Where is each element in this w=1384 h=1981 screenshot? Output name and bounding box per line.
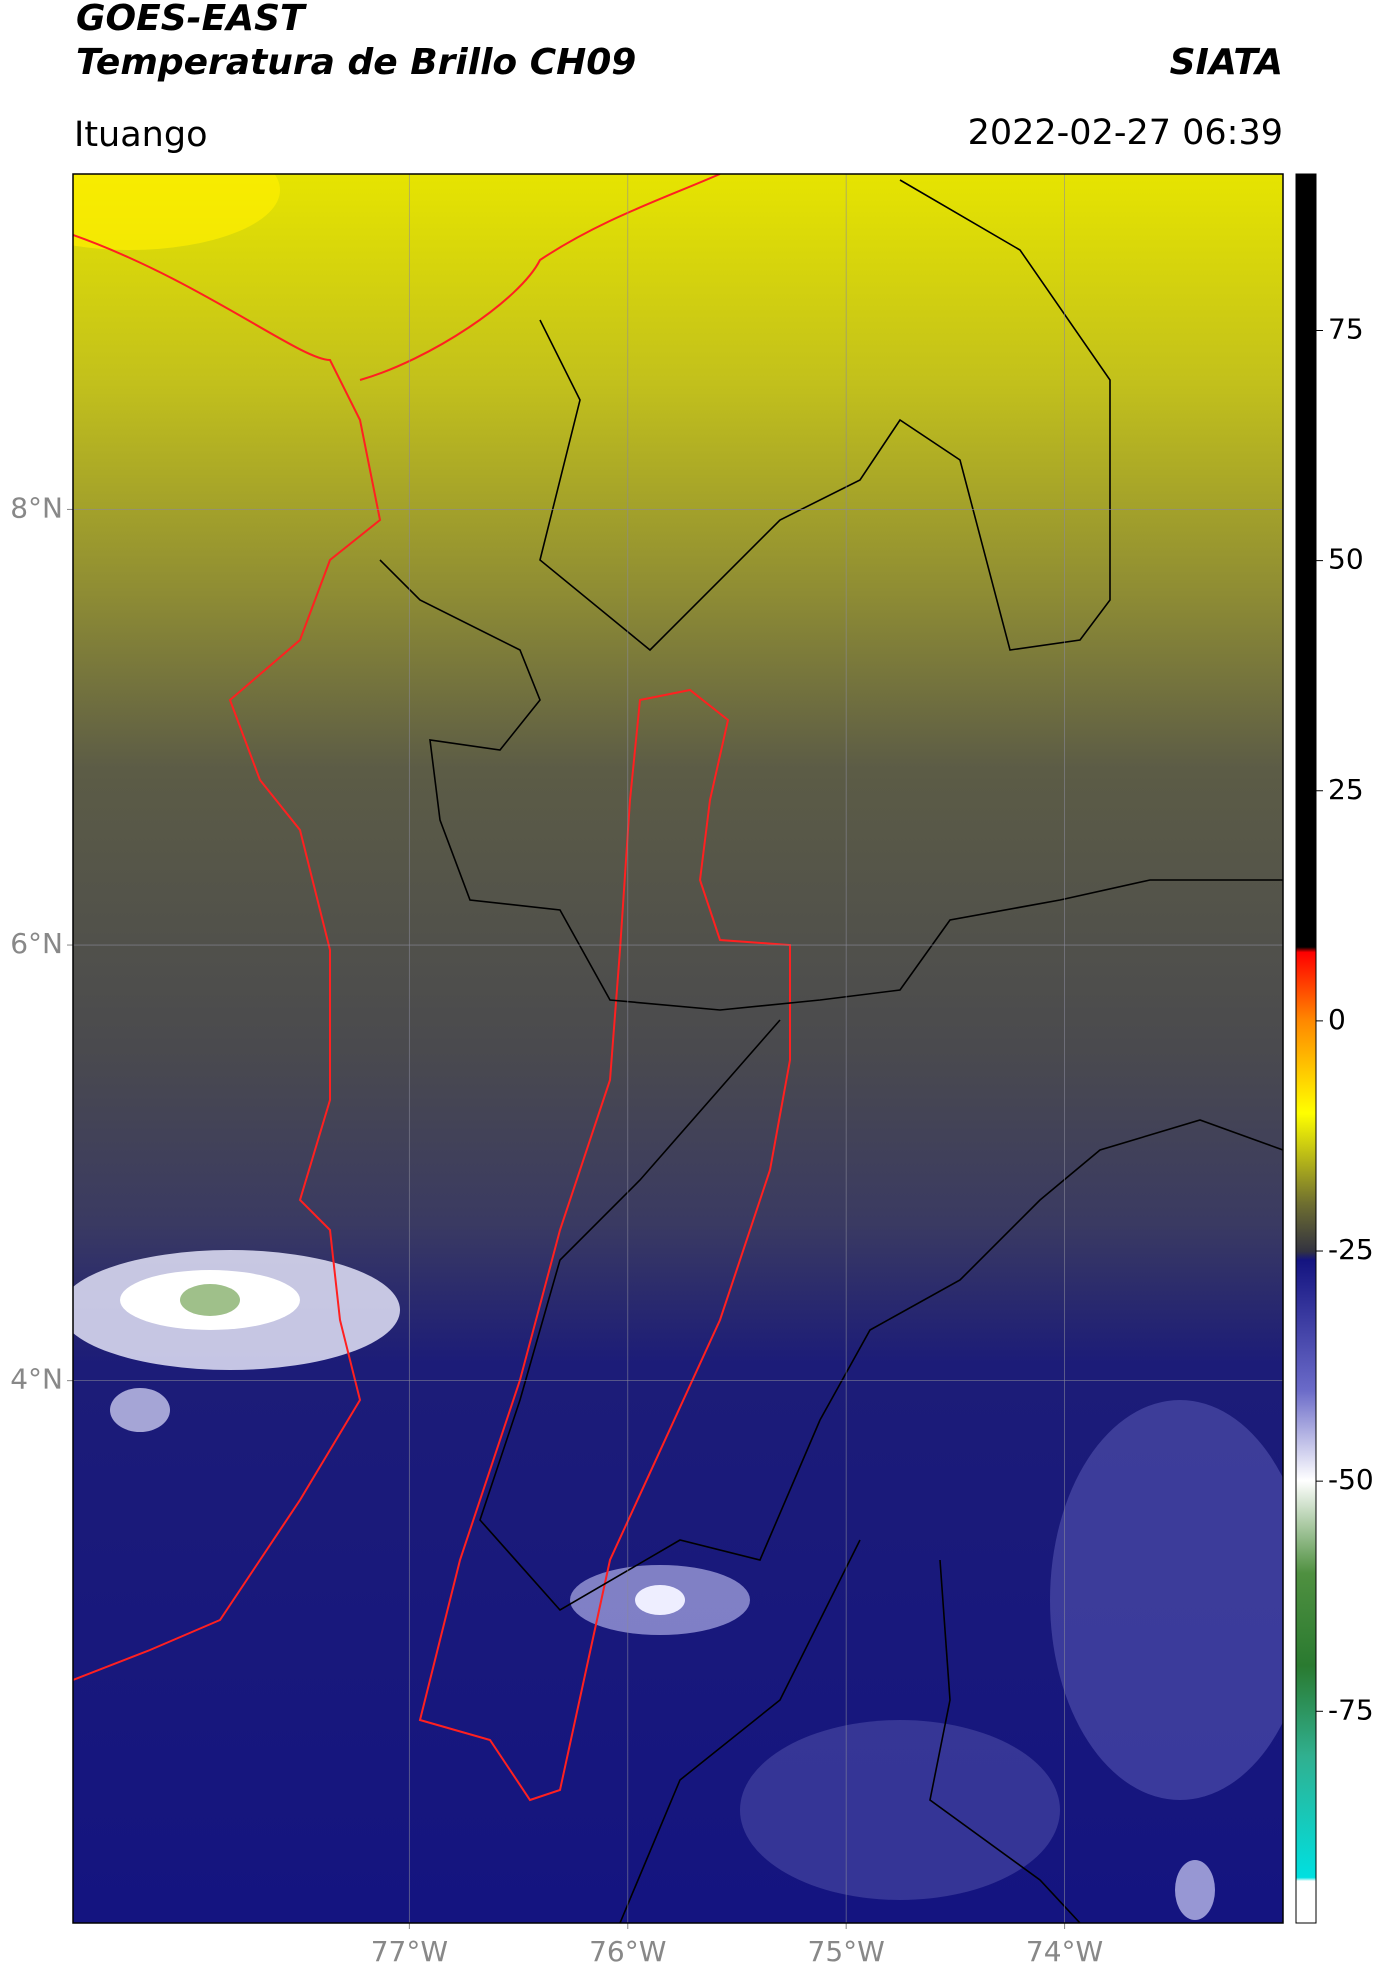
colorbar-tick-label: 25 [1328,773,1364,806]
colorbar-tick-label: -25 [1328,1233,1374,1266]
y-tick-label: 4°N [10,1363,63,1396]
x-tick-label: 74°W [1026,1935,1103,1968]
colorbar-tick-label: 0 [1328,1003,1346,1036]
region: Ituango [74,115,208,155]
timestamp: 2022-02-27 06:39 [968,113,1283,153]
colorbar-tick-label: -75 [1328,1693,1374,1726]
colorbar-tick-label: 75 [1328,312,1364,345]
map-frame [72,173,1284,1924]
subtitle: Temperatura de Brillo CH09 [76,42,636,83]
y-tick-label: 8°N [10,491,63,524]
colorbar [1295,173,1317,1924]
x-tick-label: 76°W [589,1935,666,1968]
x-tick-label: 77°W [371,1935,448,1968]
colorbar-tick-label: -50 [1328,1463,1374,1496]
x-tick-label: 75°W [808,1935,885,1968]
y-tick-label: 6°N [10,927,63,960]
colorbar-tick-label: 50 [1328,543,1364,576]
title: GOES-EAST [76,0,307,39]
map-axes: 77°W 76°W 75°W 74°W 4°N 6°N 8°N -75 -50 -25 0 25 50 7… [10,174,1374,1968]
map-image [73,174,1283,1923]
credit: SIATA [1170,42,1283,83]
